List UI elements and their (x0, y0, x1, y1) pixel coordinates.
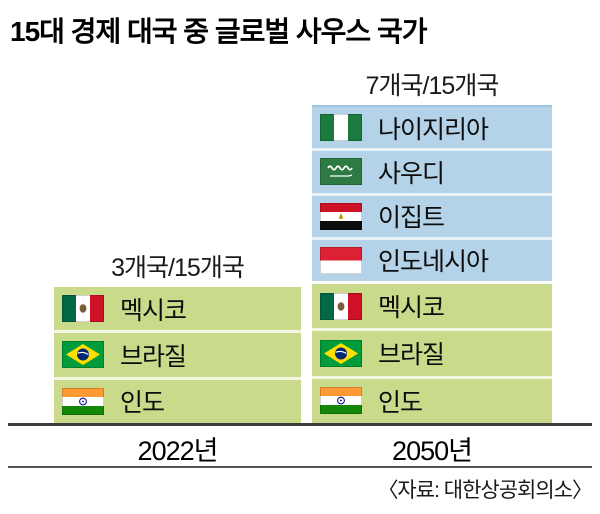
country-label: 브라질 (378, 341, 445, 370)
india-flag-icon (62, 387, 104, 415)
country-row-nigeria: 나이지리아 (312, 107, 552, 152)
country-row-brazil: 브라질 (54, 333, 301, 380)
country-label: 멕시코 (120, 296, 187, 325)
page-title: 15대 경제 대국 중 글로벌 사우스 국가 (10, 16, 427, 47)
brazil-flag-icon (320, 339, 362, 367)
year-label-2022: 2022년 (137, 436, 219, 466)
country-label: 인도 (378, 388, 423, 417)
country-row-saudi: 사우디 (312, 151, 552, 196)
source-label: 〈자료: 대한상공회의소〉 (377, 479, 593, 502)
country-label: 사우디 (378, 159, 445, 188)
bar-2050: 나이지리아 사우디 이집트 (312, 105, 552, 423)
country-row-mexico: 멕시코 (54, 287, 301, 334)
axis-baseline (8, 423, 592, 426)
egypt-flag-icon (320, 202, 362, 230)
group-existing-2022: 멕시코 브라질 인도 (54, 287, 301, 423)
mexico-flag-icon (320, 292, 362, 320)
country-row-india: 인도 (312, 379, 552, 423)
source-divider (8, 466, 592, 468)
nigeria-flag-icon (320, 114, 362, 142)
brazil-flag-icon (62, 341, 104, 369)
country-row-egypt: 이집트 (312, 196, 552, 240)
year-label-2050: 2050년 (392, 436, 473, 466)
bar-2022: 멕시코 브라질 인도 (54, 287, 301, 423)
india-flag-icon (320, 387, 362, 415)
group-new-entrants: 나이지리아 사우디 이집트 (312, 105, 552, 284)
country-row-mexico: 멕시코 (312, 284, 552, 332)
country-label: 이집트 (378, 204, 445, 233)
group-existing-2050: 멕시코 브라질 인도 (312, 284, 552, 423)
mexico-flag-icon (62, 295, 104, 323)
count-label-2022: 3개국/15개국 (111, 254, 245, 282)
country-row-india: 인도 (54, 380, 301, 423)
country-label: 멕시코 (378, 294, 445, 323)
country-label: 나이지리아 (378, 115, 489, 144)
country-label: 인도 (120, 389, 165, 418)
count-label-2050: 7개국/15개국 (365, 72, 500, 100)
country-label: 인도네시아 (378, 248, 489, 277)
saudi-arabia-flag-icon (320, 158, 362, 186)
country-row-brazil: 브라질 (312, 331, 552, 379)
country-row-indonesia: 인도네시아 (312, 240, 552, 284)
country-label: 브라질 (120, 342, 187, 371)
indonesia-flag-icon (320, 246, 362, 274)
